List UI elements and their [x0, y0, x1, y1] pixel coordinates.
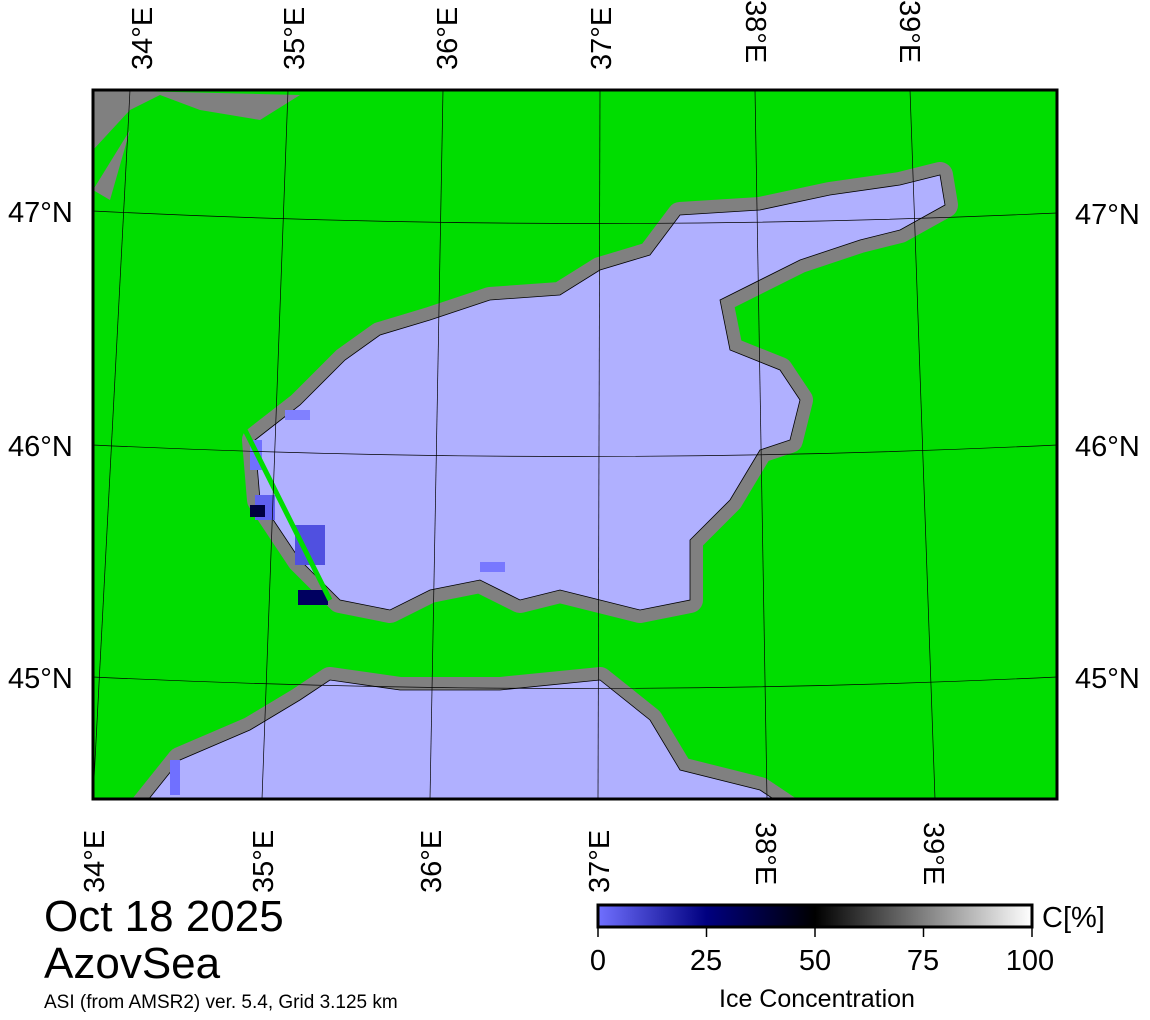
- azov-sea: [254, 174, 946, 611]
- colorbar-tick: 75: [907, 945, 939, 977]
- lat-labels: 47°N 46°N 45°N 47°N 46°N 45°N: [8, 197, 1140, 695]
- colorbar-tick: 50: [799, 945, 831, 977]
- graticule-lon-37: [597, 90, 601, 799]
- colorbar-tick: 100: [1006, 945, 1054, 977]
- arabat-spit: [237, 418, 333, 602]
- coast-mask: [93, 90, 300, 200]
- lon-label-top: 38°E: [739, 0, 771, 63]
- lon-label-bottom: 38°E: [749, 822, 781, 885]
- source-label: ASI (from AMSR2) ver. 5.4, Grid 3.125 km: [44, 992, 398, 1013]
- graticule-lon-35: [261, 90, 289, 799]
- colorbar-title: Ice Concentration: [719, 985, 915, 1013]
- lon-label-bottom: 39°E: [917, 822, 949, 885]
- graticule-lon-38: [754, 90, 768, 799]
- lat-label-right: 46°N: [1075, 431, 1140, 463]
- colorbar: 0 25 50 75 100 C[%] Ice Concentration: [590, 902, 1105, 1013]
- date-label: Oct 18 2025: [44, 892, 284, 941]
- ice-patch: [285, 410, 310, 420]
- graticule-lat-45: [93, 676, 1057, 689]
- lat-label-right: 45°N: [1075, 663, 1140, 695]
- map-frame: [91, 88, 1059, 801]
- ice-patch: [480, 562, 505, 572]
- lon-label-top: 34°E: [127, 7, 159, 70]
- colorbar-tick: 25: [690, 945, 722, 977]
- lon-label-top: 36°E: [432, 7, 464, 70]
- lon-label-bottom: 36°E: [416, 830, 448, 893]
- lon-label-bottom: 35°E: [248, 830, 280, 893]
- lat-label-left: 47°N: [8, 197, 73, 229]
- graticule-lon-34: [93, 90, 131, 799]
- graticule-lat-47: [93, 210, 1057, 224]
- lat-label-left: 46°N: [8, 431, 73, 463]
- lat-label-left: 45°N: [8, 663, 73, 695]
- lon-label-top: 37°E: [586, 7, 618, 70]
- region-label: AzovSea: [44, 939, 221, 988]
- colorbar-bar: [596, 903, 1034, 929]
- lon-label-top: 39°E: [893, 0, 925, 63]
- ice-patch: [250, 505, 265, 517]
- lon-label-bottom: 34°E: [79, 830, 111, 893]
- lat-label-right: 47°N: [1075, 199, 1140, 231]
- lon-label-top: 35°E: [279, 7, 311, 70]
- ice-patch: [170, 760, 180, 795]
- graticule: [93, 90, 1057, 799]
- lon-label-bottom: 37°E: [584, 830, 616, 893]
- colorbar-tick: 0: [590, 945, 606, 977]
- lon-labels-top: 34°E 35°E 36°E 37°E 38°E 39°E: [127, 0, 925, 70]
- black-sea: [148, 679, 775, 799]
- ice-patch: [298, 590, 328, 605]
- colorbar-unit: C[%]: [1042, 902, 1105, 934]
- lon-labels-bottom: 34°E 35°E 36°E 37°E 38°E 39°E: [79, 822, 949, 893]
- graticule-lon-39: [909, 90, 936, 799]
- graticule-lat-46: [93, 444, 1057, 457]
- graticule-lon-36: [429, 90, 444, 799]
